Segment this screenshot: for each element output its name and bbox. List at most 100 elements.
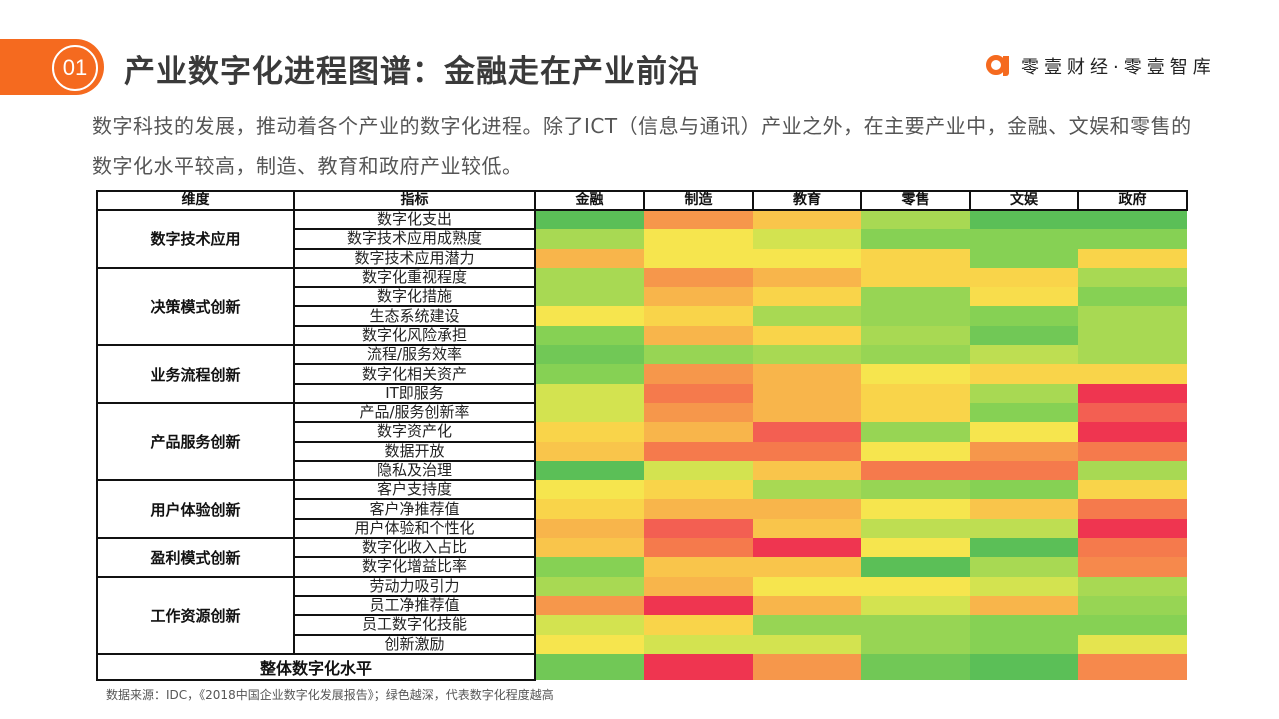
heat-cell — [1078, 499, 1187, 519]
heat-cell — [861, 210, 970, 230]
heat-cell — [861, 460, 970, 481]
heat-cell — [753, 441, 861, 461]
header-industry: 政府 — [1077, 190, 1188, 211]
heat-cell — [644, 402, 753, 423]
header-indicator: 指标 — [293, 190, 536, 211]
table-row: 工作资源创新 劳动力吸引力 — [96, 575, 1187, 655]
heat-cell — [970, 422, 1078, 442]
heat-cell — [970, 229, 1078, 249]
indicator-cell: 数字化收入占比 — [293, 537, 536, 559]
table-row: 数字化风险承担 — [97, 324, 1187, 347]
heat-cell — [861, 345, 970, 365]
heat-cell — [970, 460, 1078, 481]
heat-cell — [861, 576, 970, 596]
heat-cell — [1078, 248, 1187, 268]
dimension-cell: 数字技术应用 — [96, 209, 295, 269]
heat-cell — [535, 248, 644, 268]
heat-cell — [753, 422, 861, 442]
dimension-cell: 决策模式创新 — [96, 266, 295, 347]
heat-cell — [535, 499, 644, 519]
heat-cell — [535, 267, 644, 288]
heat-cell — [970, 576, 1078, 596]
heat-cell — [861, 499, 970, 519]
heat-cell — [644, 422, 753, 442]
indicator-cell: 员工数字化技能 — [293, 614, 536, 636]
heat-cell — [861, 325, 970, 346]
heat-cell — [535, 364, 644, 384]
heat-cell — [1078, 402, 1187, 423]
heat-cell — [644, 383, 753, 403]
indicator-cell: 用户体验和个性化 — [293, 517, 536, 540]
heat-cell — [753, 287, 861, 307]
heat-cell — [861, 267, 970, 288]
heat-cell — [753, 402, 861, 423]
heat-cell — [970, 325, 1078, 346]
indicator-cell: 数字技术应用成熟度 — [293, 228, 536, 250]
table-row: 数字技术应用潜力 — [97, 247, 1187, 269]
table-row: 数字化措施 — [97, 286, 1187, 308]
heat-cell — [644, 460, 753, 481]
heat-cell — [861, 480, 970, 500]
table-row: 盈利模式创新 数字化收入占比 — [96, 537, 1187, 578]
brand-logo-icon — [985, 52, 1013, 80]
heat-cell — [753, 229, 861, 249]
heat-cell — [1078, 306, 1187, 326]
heat-cell — [970, 248, 1078, 268]
heat-cell — [535, 576, 644, 596]
heat-cell — [753, 345, 861, 365]
table-row: 用户体验和个性化 — [97, 517, 1187, 540]
heat-cell — [753, 499, 861, 519]
heat-cell — [753, 538, 861, 558]
brand-name: 零壹财经·零壹智库 — [1021, 57, 1216, 78]
heat-cell — [970, 383, 1078, 403]
table-row: 产品服务创新 产品/服务创新率 — [96, 401, 1187, 482]
heat-cell — [970, 267, 1078, 288]
heat-cell — [970, 653, 1078, 680]
heat-cell — [1078, 615, 1187, 635]
heat-cell — [970, 480, 1078, 500]
indicator-cell: 数字资产化 — [293, 421, 536, 443]
heat-cell — [1078, 460, 1187, 481]
heat-cell — [644, 325, 753, 346]
heat-cell — [753, 267, 861, 288]
heat-cell — [970, 441, 1078, 461]
heat-cell — [1078, 538, 1187, 558]
header-industry: 制造 — [643, 190, 754, 211]
heat-cell — [861, 422, 970, 442]
heat-cell — [970, 287, 1078, 307]
heat-cell — [753, 557, 861, 577]
header-industry: 金融 — [534, 190, 645, 211]
indicator-cell: 数字化相关资产 — [293, 363, 536, 385]
heatmap-table: 维度 指标 金融 制造 教育 零售 文娱 政府 数字技术应用 数字化支出 数字技术应… — [96, 190, 1188, 681]
indicator-cell: 数字化重视程度 — [293, 266, 536, 289]
indicator-cell: 产品/服务创新率 — [293, 401, 536, 424]
table-row: 数字化增益比率 — [97, 556, 1187, 578]
heatmap-body: 数字技术应用 数字化支出 数字技术应用成熟度 数字技术应用潜力 决策模式创新 数字化重视程… — [96, 208, 1187, 681]
heat-cell — [535, 518, 644, 539]
heat-cell — [644, 557, 753, 577]
indicator-cell: 数字技术应用潜力 — [293, 247, 536, 269]
table-row: 员工净推荐值 — [97, 594, 1187, 617]
heat-cell — [970, 306, 1078, 326]
overall-label: 整体数字化水平 — [96, 652, 536, 681]
intro-paragraph: 数字科技的发展，推动着各个产业的数字化进程。除了ICT（信息与通讯）产业之外，在… — [92, 114, 1192, 178]
indicator-cell: 员工净推荐值 — [293, 594, 536, 617]
heat-cell — [1078, 325, 1187, 346]
table-header-row: 维度 指标 金融 制造 教育 零售 文娱 政府 — [96, 190, 1188, 211]
heat-cell — [753, 480, 861, 500]
heat-cell — [753, 210, 861, 230]
table-row: 客户净推荐值 — [97, 498, 1187, 520]
heat-cell — [1078, 653, 1187, 680]
page-title: 产业数字化进程图谱：金融走在产业前沿 — [124, 54, 700, 90]
heat-cell — [970, 210, 1078, 230]
dimension-cell: 工作资源创新 — [96, 575, 295, 655]
heat-cell — [753, 306, 861, 326]
heat-cell — [644, 595, 753, 616]
heat-cell — [535, 422, 644, 442]
heat-cell — [1078, 287, 1187, 307]
overall-row: 整体数字化水平 — [96, 652, 1187, 681]
indicator-cell: 数字化风险承担 — [293, 324, 536, 347]
heat-cell — [535, 287, 644, 307]
heat-cell — [970, 615, 1078, 635]
heat-cell — [1078, 210, 1187, 230]
